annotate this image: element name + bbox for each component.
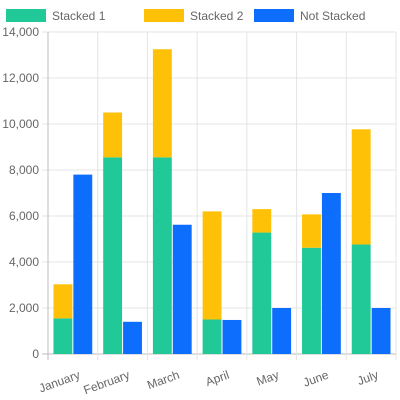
- legend-swatch[interactable]: [254, 9, 294, 22]
- bar-stacked-2[interactable]: [202, 211, 222, 320]
- y-tick-label: 10,000: [2, 117, 39, 131]
- legend: Stacked 1 Stacked 2 Not Stacked: [6, 9, 365, 23]
- x-tick-label: July: [355, 368, 380, 388]
- y-tick-label: 4,000: [9, 255, 39, 269]
- bars: [53, 49, 391, 355]
- bar-stacked-2[interactable]: [302, 214, 321, 248]
- y-axis: 0 2,000 4,000 6,000 8,000 10,000 12,000 14,000: [2, 25, 39, 361]
- bar-stacked-2[interactable]: [351, 129, 371, 245]
- x-tick-label: March: [145, 368, 181, 393]
- y-tick-label: 14,000: [2, 25, 39, 39]
- bar-not-stacked[interactable]: [172, 224, 192, 354]
- x-tick-label: June: [301, 368, 331, 390]
- legend-label[interactable]: Stacked 1: [52, 9, 106, 23]
- bar-stacked-1[interactable]: [252, 232, 272, 354]
- bar-stacked-1[interactable]: [351, 244, 371, 354]
- legend-swatch[interactable]: [144, 9, 184, 22]
- bar-not-stacked[interactable]: [272, 308, 292, 354]
- y-tick-label: 8,000: [9, 163, 39, 177]
- y-tick-label: 12,000: [2, 71, 39, 85]
- bar-not-stacked[interactable]: [123, 321, 142, 354]
- bar-stacked-1[interactable]: [202, 319, 222, 355]
- grid-lines: [42, 31, 397, 360]
- bar-stacked-2[interactable]: [152, 49, 172, 158]
- legend-label[interactable]: Stacked 2: [190, 9, 244, 23]
- legend-label[interactable]: Not Stacked: [300, 9, 365, 23]
- bar-stacked-2[interactable]: [53, 284, 73, 319]
- bar-stacked-1[interactable]: [103, 157, 123, 354]
- bar-stacked-2[interactable]: [252, 209, 272, 233]
- bar-stacked-1[interactable]: [302, 247, 321, 354]
- bar-not-stacked[interactable]: [371, 308, 391, 354]
- y-tick-label: 0: [32, 347, 39, 361]
- bar-stacked-2[interactable]: [103, 112, 123, 158]
- x-tick-label: May: [255, 368, 281, 389]
- x-tick-label: January: [37, 368, 82, 396]
- x-tick-label: February: [82, 368, 132, 398]
- bar-stacked-1[interactable]: [53, 318, 73, 354]
- bar-not-stacked[interactable]: [321, 193, 341, 354]
- x-tick-label: April: [204, 368, 231, 389]
- x-axis: January February March April May June July: [37, 368, 380, 398]
- bar-not-stacked[interactable]: [73, 174, 93, 354]
- legend-swatch[interactable]: [6, 9, 46, 22]
- y-tick-label: 6,000: [9, 209, 39, 223]
- y-tick-label: 2,000: [9, 301, 39, 315]
- bar-stacked-1[interactable]: [152, 157, 172, 354]
- bar-not-stacked[interactable]: [222, 319, 242, 354]
